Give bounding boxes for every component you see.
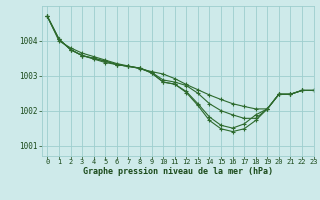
X-axis label: Graphe pression niveau de la mer (hPa): Graphe pression niveau de la mer (hPa) [83,167,273,176]
